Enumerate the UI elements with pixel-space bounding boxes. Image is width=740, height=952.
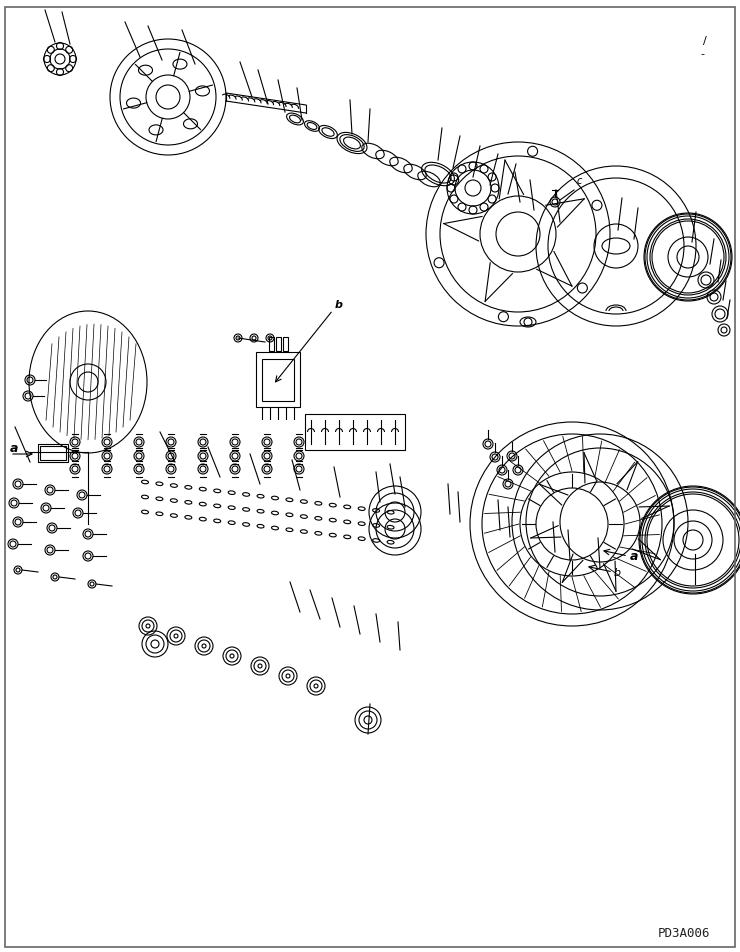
Text: -: - [700, 49, 704, 59]
Text: b: b [335, 300, 343, 310]
Text: b: b [614, 568, 621, 578]
Text: PD3A006: PD3A006 [658, 927, 710, 940]
Text: a: a [10, 442, 18, 455]
Text: a: a [630, 550, 639, 563]
Text: c: c [577, 176, 582, 186]
Bar [256, 352, 300, 407]
Bar [40, 446, 66, 460]
Bar [276, 337, 281, 351]
Bar [262, 359, 294, 401]
Bar [283, 337, 288, 351]
Bar [38, 444, 68, 462]
Bar [305, 414, 405, 450]
Bar [269, 337, 274, 351]
Text: /: / [703, 36, 707, 46]
